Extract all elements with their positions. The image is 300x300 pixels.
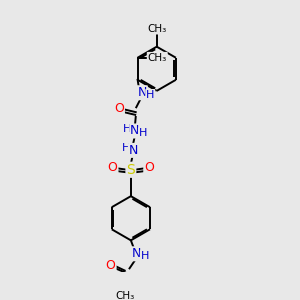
Text: H: H — [139, 128, 147, 138]
Text: N: N — [137, 86, 147, 99]
Text: O: O — [114, 102, 124, 116]
Text: S: S — [127, 163, 135, 177]
Text: O: O — [108, 161, 118, 174]
Text: O: O — [144, 161, 154, 174]
Text: H: H — [146, 90, 154, 100]
Text: CH₃: CH₃ — [148, 53, 167, 63]
Text: H: H — [122, 143, 130, 153]
Text: H: H — [141, 251, 149, 261]
Text: N: N — [129, 144, 138, 157]
Text: N: N — [132, 247, 142, 260]
Text: CH₃: CH₃ — [147, 24, 167, 34]
Text: CH₃: CH₃ — [116, 291, 135, 300]
Text: N: N — [130, 124, 140, 137]
Text: H: H — [123, 124, 131, 134]
Text: O: O — [106, 260, 116, 272]
